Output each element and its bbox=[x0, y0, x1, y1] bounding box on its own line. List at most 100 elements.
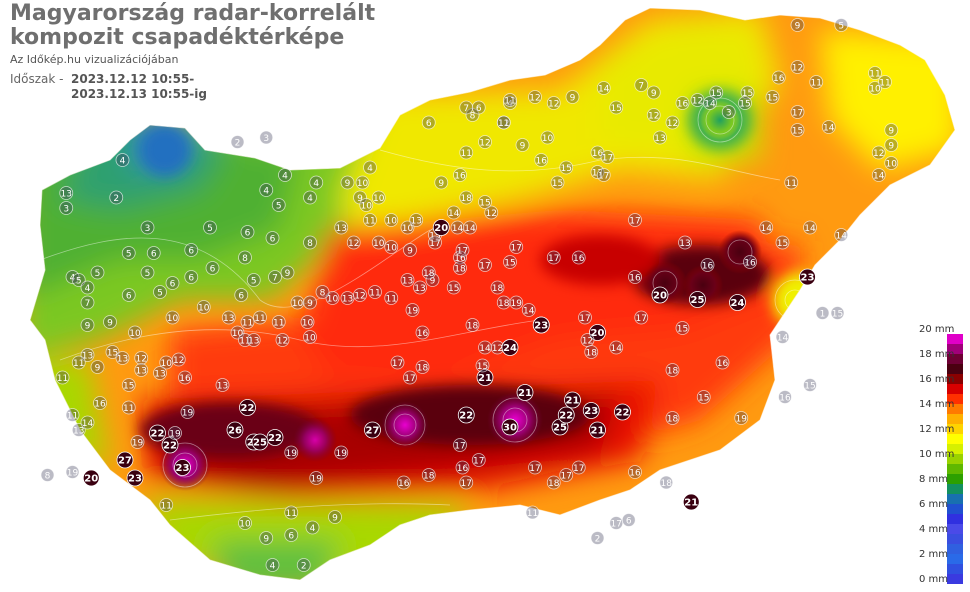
station-marker[interactable]: 27 bbox=[116, 451, 134, 469]
station-marker[interactable]: 19 bbox=[405, 303, 420, 317]
station-marker[interactable]: 17 bbox=[403, 370, 417, 385]
station-marker[interactable]: 4 bbox=[305, 520, 320, 535]
station-marker[interactable]: 3 bbox=[259, 130, 274, 145]
station-marker[interactable]: 3 bbox=[59, 201, 74, 215]
station-marker[interactable]: 16 bbox=[675, 96, 690, 110]
station-marker[interactable]: 15 bbox=[503, 255, 517, 269]
station-marker[interactable]: 9 bbox=[303, 295, 317, 310]
station-marker[interactable]: 13 bbox=[71, 423, 86, 437]
station-marker[interactable]: 4 bbox=[309, 175, 324, 190]
station-marker[interactable]: 20 bbox=[82, 469, 100, 487]
station-marker[interactable]: 11 bbox=[159, 498, 174, 512]
station-marker[interactable]: 14 bbox=[775, 330, 790, 344]
station-marker[interactable]: 12 bbox=[580, 333, 595, 347]
station-marker[interactable]: 13 bbox=[59, 186, 74, 200]
station-marker[interactable]: 12 bbox=[871, 145, 886, 160]
station-marker[interactable]: 11 bbox=[240, 315, 255, 329]
station-marker[interactable]: 10 bbox=[540, 130, 555, 145]
station-marker[interactable]: 25 bbox=[689, 291, 706, 308]
station-marker[interactable]: 11 bbox=[809, 75, 824, 89]
station-marker[interactable]: 14 bbox=[446, 205, 461, 220]
station-marker[interactable]: 19 bbox=[130, 435, 145, 449]
station-marker[interactable]: 26 bbox=[226, 421, 244, 439]
station-marker[interactable]: 6 bbox=[184, 243, 199, 257]
station-marker[interactable]: 7 bbox=[634, 78, 649, 92]
station-marker[interactable]: 11 bbox=[121, 400, 136, 415]
station-marker[interactable]: 17 bbox=[578, 310, 592, 325]
station-marker[interactable]: 3 bbox=[140, 220, 155, 235]
station-marker[interactable]: 18 bbox=[496, 295, 511, 310]
station-marker[interactable]: 17 bbox=[600, 150, 615, 164]
station-marker[interactable]: 14 bbox=[596, 81, 611, 95]
station-marker[interactable]: 3 bbox=[721, 105, 736, 119]
station-marker[interactable]: 15 bbox=[475, 358, 490, 373]
station-marker[interactable]: 9 bbox=[103, 315, 117, 329]
station-marker[interactable]: 9 bbox=[790, 18, 805, 32]
station-marker[interactable]: 5 bbox=[246, 273, 261, 287]
station-marker[interactable]: 21 bbox=[516, 384, 534, 401]
station-marker[interactable]: 5 bbox=[271, 198, 286, 212]
station-marker[interactable]: 21 bbox=[476, 369, 494, 386]
station-marker[interactable]: 15 bbox=[830, 306, 845, 320]
station-marker[interactable]: 17 bbox=[571, 460, 586, 475]
station-marker[interactable]: 7 bbox=[268, 270, 282, 284]
station-marker[interactable]: 12 bbox=[134, 351, 149, 365]
station-marker[interactable]: 27 bbox=[364, 421, 381, 439]
station-marker[interactable]: 4 bbox=[303, 190, 317, 205]
station-marker[interactable]: 13 bbox=[400, 273, 415, 287]
station-marker[interactable]: 16 bbox=[700, 258, 715, 272]
station-marker[interactable]: 22 bbox=[149, 424, 166, 442]
station-marker[interactable]: 12 bbox=[346, 235, 361, 250]
station-marker[interactable]: 23 bbox=[174, 459, 191, 476]
station-marker[interactable]: 6 bbox=[284, 528, 299, 542]
station-marker[interactable]: 21 bbox=[589, 421, 606, 439]
station-marker[interactable]: 22 bbox=[614, 403, 631, 421]
station-marker[interactable]: 12 bbox=[646, 108, 661, 122]
station-marker[interactable]: 18 bbox=[665, 411, 680, 425]
station-marker[interactable]: 21 bbox=[682, 493, 700, 511]
station-marker[interactable]: 5 bbox=[834, 18, 849, 32]
station-marker[interactable]: 2 bbox=[590, 531, 605, 545]
station-marker[interactable]: 10 bbox=[400, 220, 415, 235]
station-marker[interactable]: 10 bbox=[355, 175, 370, 190]
station-marker[interactable]: 18 bbox=[659, 475, 674, 490]
station-marker[interactable]: 14 bbox=[609, 340, 624, 355]
station-marker[interactable]: 9 bbox=[434, 175, 449, 190]
station-marker[interactable]: 20 bbox=[432, 219, 450, 236]
station-marker[interactable]: 11 bbox=[65, 408, 80, 422]
station-marker[interactable]: 2 bbox=[296, 558, 311, 572]
station-marker[interactable]: 19 bbox=[334, 445, 349, 460]
station-marker[interactable]: 8 bbox=[238, 250, 252, 265]
station-marker[interactable]: 16 bbox=[453, 168, 467, 182]
station-marker[interactable]: 11 bbox=[525, 505, 540, 520]
station-marker[interactable]: 1 bbox=[815, 306, 830, 320]
station-marker[interactable]: 19 bbox=[180, 405, 195, 419]
station-marker[interactable]: 11 bbox=[784, 175, 799, 190]
station-marker[interactable]: 15 bbox=[105, 345, 120, 359]
station-marker[interactable]: 10 bbox=[128, 325, 142, 340]
station-marker[interactable]: 12 bbox=[353, 288, 367, 302]
station-marker[interactable]: 17 bbox=[609, 516, 624, 530]
station-marker[interactable]: 10 bbox=[384, 240, 399, 254]
station-marker[interactable]: 22 bbox=[557, 406, 575, 424]
station-marker[interactable]: 8 bbox=[315, 285, 330, 299]
station-marker[interactable]: 4 bbox=[278, 168, 292, 182]
station-marker[interactable]: 9 bbox=[80, 318, 95, 332]
station-marker[interactable]: 11 bbox=[503, 93, 517, 107]
station-marker[interactable]: 10 bbox=[371, 190, 386, 205]
station-marker[interactable]: 19 bbox=[734, 411, 749, 425]
station-marker[interactable]: 15 bbox=[559, 160, 574, 175]
station-marker[interactable]: 13 bbox=[340, 291, 355, 305]
station-marker[interactable]: 12 bbox=[528, 90, 542, 104]
station-marker[interactable]: 13 bbox=[246, 333, 261, 347]
station-marker[interactable]: 6 bbox=[121, 288, 136, 302]
station-marker[interactable]: 5 bbox=[71, 273, 86, 287]
station-marker[interactable]: 13 bbox=[409, 213, 424, 227]
station-marker[interactable]: 10 bbox=[325, 291, 340, 305]
station-marker[interactable]: 14 bbox=[803, 220, 817, 235]
station-marker[interactable]: 13 bbox=[334, 220, 349, 235]
station-marker[interactable]: 11 bbox=[868, 66, 882, 80]
station-marker[interactable]: 5 bbox=[140, 265, 155, 280]
station-marker[interactable]: 18 bbox=[415, 360, 430, 374]
station-marker[interactable]: 16 bbox=[571, 250, 586, 265]
